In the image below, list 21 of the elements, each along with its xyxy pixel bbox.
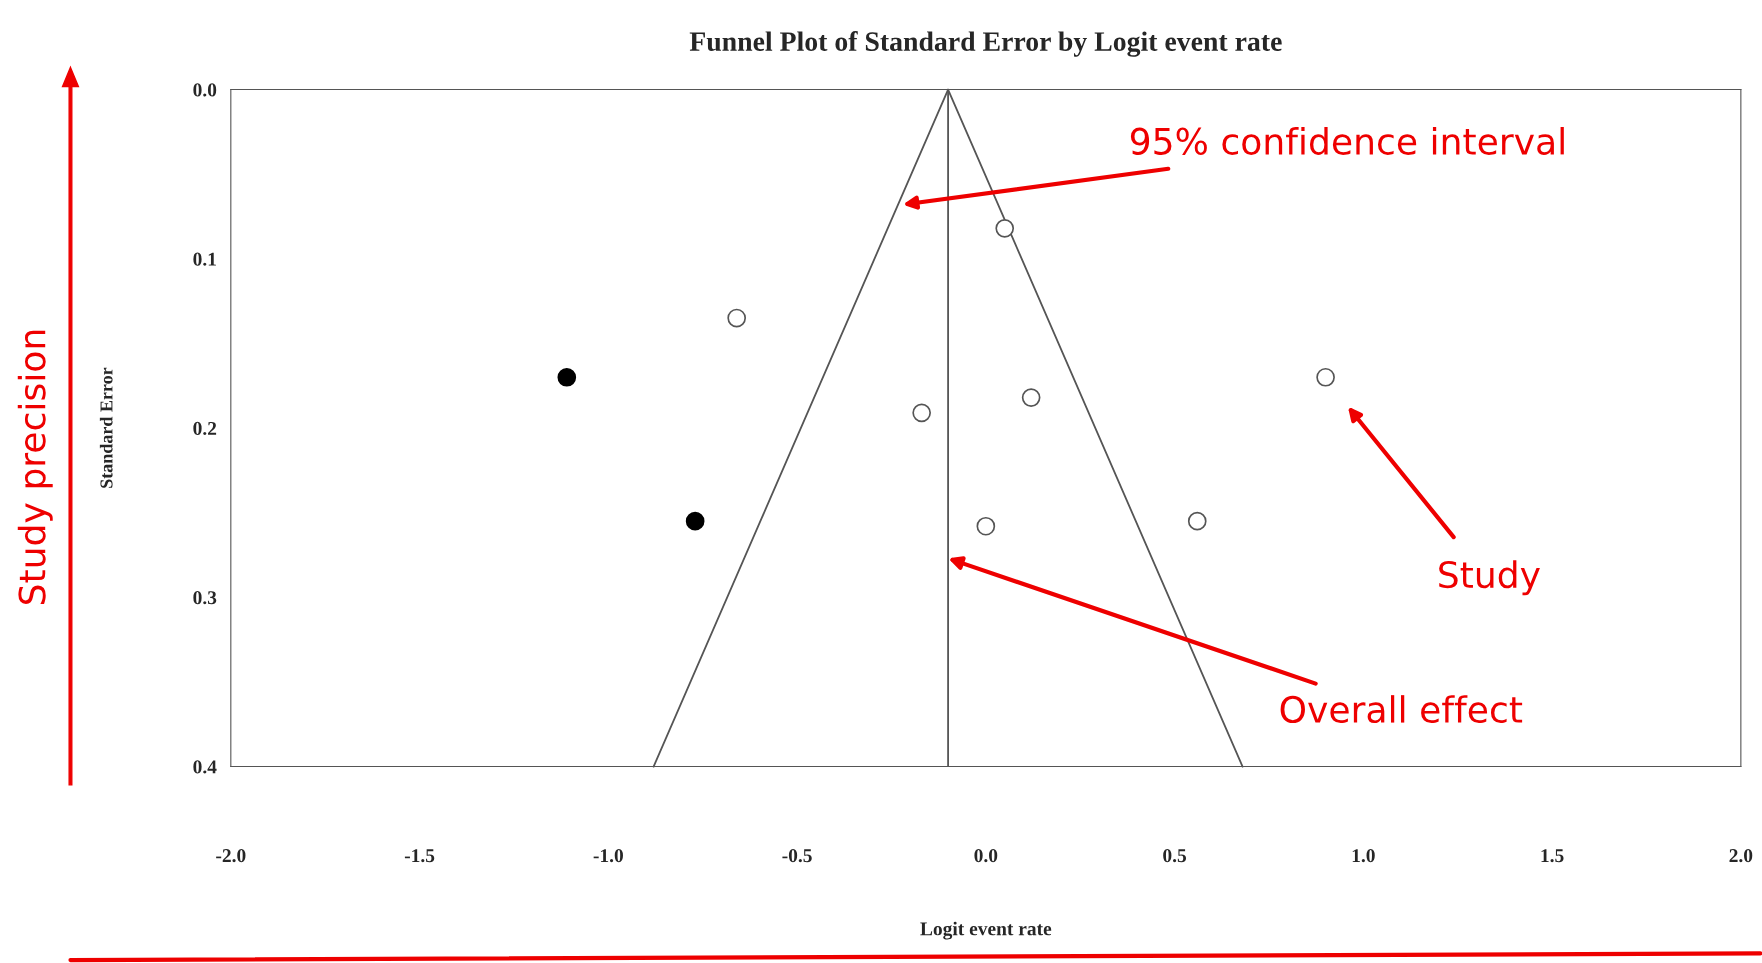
x-tick-label: 0.0: [974, 849, 998, 863]
y-tick-label: 0.0: [193, 83, 217, 97]
x-tick-label: 1.5: [1541, 849, 1564, 863]
x-tick-label: -2.0: [216, 849, 246, 863]
x-axis-title: Logit event rate: [920, 921, 1052, 940]
y-tick-label: 0.2: [193, 421, 217, 436]
x-tick-label: 2.0: [1729, 849, 1753, 863]
annotation: Overall effect: [1280, 695, 1523, 724]
x-tick-label: -1.5: [404, 849, 435, 863]
x-tick-label: 0.5: [1163, 849, 1187, 863]
x-tick-label: 1.0: [1352, 849, 1375, 863]
x-tick-label: -0.5: [782, 849, 812, 863]
annotation: Study: [1439, 560, 1540, 596]
y-tick-label: 0.3: [193, 591, 217, 605]
y-tick-label: 0.4: [193, 760, 217, 774]
chart-title: Funnel Plot of Standard Error by Logit event rate: [689, 31, 1282, 57]
annotation: 95% confidence interval: [1130, 126, 1564, 155]
x-tick-label: -1.0: [593, 849, 623, 863]
y-axis-title: Standard Error: [99, 367, 113, 488]
y-tick-label: 0.1: [193, 252, 216, 266]
text: Study precision: [17, 330, 53, 604]
